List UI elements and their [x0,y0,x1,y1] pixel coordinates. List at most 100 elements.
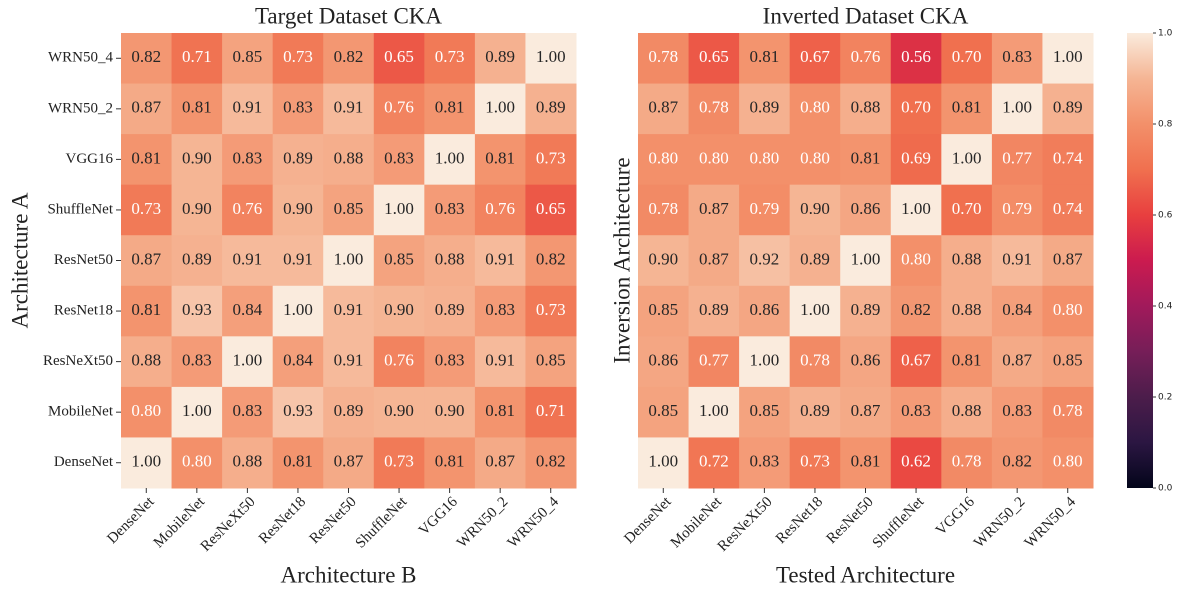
heatmap-cell [121,285,173,337]
x-tick-label: WRN50_2 [454,494,511,551]
heatmap-cell [638,386,690,438]
cell-label: 0.81 [485,401,515,420]
cell-label: 1.00 [485,98,515,117]
cell-label: 0.87 [699,249,729,268]
cell-label: 0.88 [131,351,161,370]
y-tick-label: WRN50_2 [48,100,113,116]
cell-label: 0.83 [435,351,465,370]
heatmap-cell [424,33,476,85]
heatmap-cell [941,386,993,438]
heatmap-cell [171,437,223,489]
heatmap-cell [373,235,425,287]
cell-label: 0.81 [851,452,881,471]
cell-label: 0.81 [750,47,780,66]
x-tick-label: VGG16 [933,494,978,539]
heatmap-cell [688,134,740,186]
cell-label: 0.71 [182,47,212,66]
cell-label: 0.87 [1002,351,1032,370]
cell-label: 0.87 [131,98,161,117]
heatmap-cell [739,386,791,438]
heatmap-cell [840,33,892,85]
y-axis-label: Architecture A [7,192,32,328]
cell-label: 0.83 [435,199,465,218]
cell-label: 0.91 [283,249,313,268]
x-axis-label: Architecture B [280,562,416,587]
cell-label: 0.84 [283,351,313,370]
cell-label: 0.88 [233,452,263,471]
cell-label: 0.73 [131,199,161,218]
heatmap-cell [1042,83,1094,135]
cell-label: 0.81 [952,98,982,117]
heatmap-cell [373,437,425,489]
cell-label: 0.82 [536,452,566,471]
heatmap-cell [991,437,1043,489]
cell-label: 0.86 [851,351,881,370]
heatmap-cell [222,386,274,438]
x-tick-label: ShuffleNet [870,493,928,551]
cell-label: 0.91 [334,300,364,319]
heatmap-cell [121,336,173,388]
colorbar-tick-label: 0.0 [1158,484,1173,494]
heatmap-cell [222,437,274,489]
heatmap-cell [638,285,690,337]
cell-label: 0.81 [283,452,313,471]
cell-label: 0.76 [851,47,881,66]
heatmap-cell [121,437,173,489]
cell-label: 0.73 [283,47,313,66]
cell-label: 0.78 [952,452,982,471]
cell-label: 0.81 [485,148,515,167]
cell-label: 0.85 [648,401,678,420]
x-tick-label: WRN50_4 [1022,494,1080,552]
heatmap-cell [638,336,690,388]
cell-label: 0.83 [750,452,780,471]
heatmap-cell [688,184,740,236]
cell-label: 0.77 [1002,148,1032,167]
heatmap-cell [638,235,690,287]
cell-label: 0.73 [536,300,566,319]
x-tick-label: VGG16 [416,494,461,539]
cell-label: 0.91 [1002,249,1032,268]
cell-label: 1.00 [435,148,465,167]
cell-label: 0.91 [334,98,364,117]
cell-label: 0.87 [1053,249,1083,268]
cell-label: 0.77 [699,351,729,370]
heatmap-cell [941,285,993,337]
heatmap-cell [638,134,690,186]
heatmap-cell [121,134,173,186]
cell-label: 0.80 [648,148,678,167]
cell-label: 0.91 [233,249,263,268]
heatmap-cell [323,83,375,135]
heatmap-cell [789,437,841,489]
heatmap-cell [323,336,375,388]
heatmap-cell [789,134,841,186]
cell-label: 0.69 [901,148,931,167]
heatmap-cell [789,33,841,85]
heatmap-cell [222,336,274,388]
heatmap-cell [424,336,476,388]
heatmap-cell [171,83,223,135]
cell-label: 0.79 [750,199,780,218]
cell-label: 0.65 [384,47,414,66]
heatmap-cell [373,184,425,236]
cell-label: 1.00 [750,351,780,370]
cell-label: 0.88 [952,300,982,319]
cell-label: 0.82 [131,47,161,66]
heatmap-cell [840,134,892,186]
heatmap-cell [474,285,526,337]
heatmap-cell [890,336,942,388]
cell-label: 0.76 [384,98,414,117]
heatmap-cell [222,33,274,85]
heatmap-cell [739,83,791,135]
x-tick-label: ResNet50 [307,494,360,547]
heatmap-cell [171,184,223,236]
cell-label: 0.56 [901,47,931,66]
cell-label: 1.00 [952,148,982,167]
cell-label: 1.00 [901,199,931,218]
cell-label: 1.00 [233,351,263,370]
cell-label: 1.00 [283,300,313,319]
heatmap-cell [840,184,892,236]
heatmap-cell [424,184,476,236]
heatmap-cell [941,437,993,489]
cell-label: 0.85 [384,249,414,268]
